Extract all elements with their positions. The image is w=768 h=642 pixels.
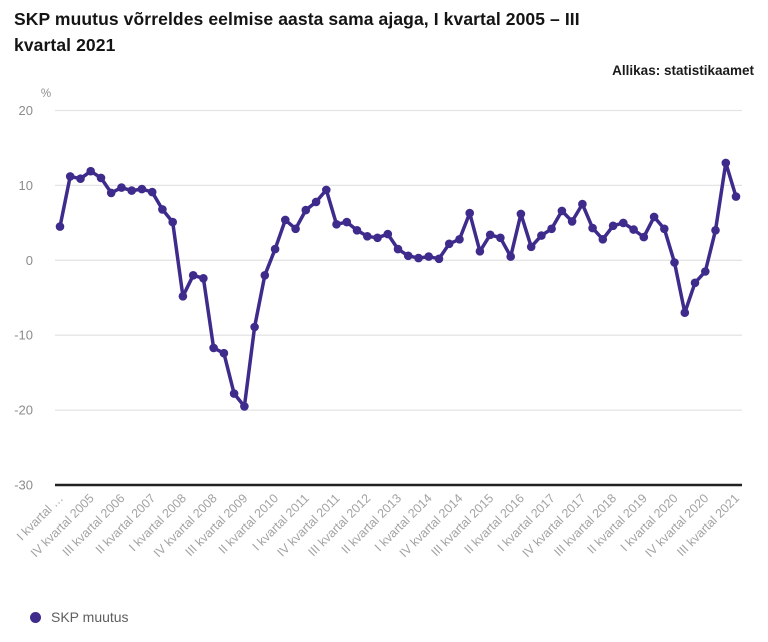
data-point bbox=[188, 271, 198, 280]
data-point bbox=[639, 232, 649, 242]
data-point bbox=[229, 389, 239, 398]
data-point bbox=[55, 222, 65, 231]
data-point bbox=[619, 218, 628, 228]
data-point bbox=[526, 242, 536, 252]
data-point bbox=[690, 278, 700, 288]
data-point bbox=[578, 199, 587, 209]
data-point bbox=[322, 185, 331, 195]
data-point bbox=[373, 233, 382, 243]
data-point bbox=[106, 188, 116, 198]
data-point bbox=[127, 186, 136, 195]
data-point bbox=[301, 205, 311, 215]
data-point bbox=[250, 322, 259, 332]
data-point bbox=[567, 217, 577, 226]
data-point bbox=[670, 258, 679, 267]
data-point bbox=[547, 224, 556, 234]
data-point bbox=[444, 239, 454, 249]
data-point bbox=[455, 235, 464, 244]
y-axis-tick-label: 10 bbox=[19, 178, 33, 193]
data-point bbox=[86, 166, 95, 176]
data-point bbox=[414, 253, 423, 263]
data-point bbox=[342, 217, 352, 227]
data-point bbox=[557, 206, 567, 216]
data-point bbox=[629, 225, 638, 234]
y-axis-tick-label: 20 bbox=[19, 103, 33, 118]
data-point bbox=[332, 220, 341, 229]
legend-marker-icon bbox=[30, 611, 41, 623]
legend-label: SKP muutus bbox=[51, 609, 129, 625]
data-point bbox=[291, 224, 300, 234]
y-axis-tick-label: -20 bbox=[14, 403, 33, 418]
data-point bbox=[199, 274, 208, 283]
page-title: SKP muutus võrreldes eelmise aasta sama … bbox=[14, 9, 580, 56]
data-line bbox=[58, 161, 738, 409]
data-point bbox=[598, 235, 608, 244]
chart-area: 20 10 0 -10 -20 -30% I kvartal … IV kvartal 200… bbox=[0, 85, 768, 605]
data-point bbox=[516, 209, 526, 219]
legend-item[interactable]: SKP muutus bbox=[30, 609, 129, 625]
data-point bbox=[393, 244, 403, 254]
data-point bbox=[96, 173, 106, 183]
data-point bbox=[352, 226, 362, 235]
data-point bbox=[168, 217, 177, 227]
data-point bbox=[649, 212, 659, 222]
data-point bbox=[270, 244, 280, 254]
data-point bbox=[680, 308, 690, 317]
data-point bbox=[485, 230, 495, 240]
data-point bbox=[403, 251, 413, 261]
data-point bbox=[434, 254, 444, 264]
source-attribution: Allikas: statistikaamet bbox=[612, 63, 754, 78]
data-point bbox=[178, 292, 188, 301]
data-point bbox=[158, 205, 167, 214]
data-point bbox=[506, 252, 515, 261]
data-point bbox=[240, 402, 249, 411]
data-point bbox=[281, 215, 290, 225]
data-point bbox=[209, 343, 218, 353]
data-point bbox=[137, 184, 147, 194]
data-point bbox=[608, 221, 618, 231]
data-point bbox=[701, 267, 710, 276]
data-point bbox=[711, 226, 720, 235]
data-point bbox=[660, 224, 669, 234]
y-axis-tick-label: 0 bbox=[26, 253, 33, 268]
data-point bbox=[311, 197, 321, 207]
y-axis-unit-label: % bbox=[41, 88, 51, 100]
data-point bbox=[475, 247, 485, 256]
data-point bbox=[363, 232, 372, 241]
data-point bbox=[537, 231, 546, 240]
data-point bbox=[383, 229, 393, 239]
data-point bbox=[424, 252, 434, 261]
data-point bbox=[65, 172, 75, 181]
data-point bbox=[76, 174, 85, 183]
data-point bbox=[260, 271, 270, 280]
data-point bbox=[721, 158, 731, 168]
data-point bbox=[219, 348, 229, 358]
data-point bbox=[465, 208, 475, 218]
data-point bbox=[147, 187, 157, 197]
y-axis-tick-label: -30 bbox=[14, 478, 33, 493]
data-point bbox=[731, 192, 741, 201]
data-point bbox=[496, 233, 505, 243]
data-point bbox=[117, 183, 126, 192]
data-point bbox=[588, 223, 597, 233]
y-axis-tick-label: -10 bbox=[14, 328, 33, 343]
